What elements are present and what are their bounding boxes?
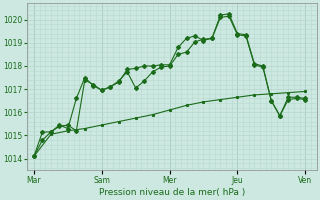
X-axis label: Pression niveau de la mer( hPa ): Pression niveau de la mer( hPa ) <box>99 188 245 197</box>
